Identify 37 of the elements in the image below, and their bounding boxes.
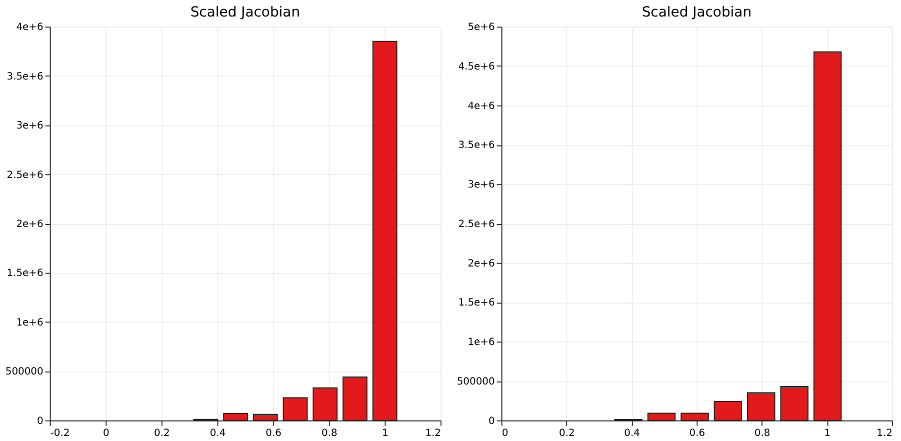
y-tick-label: 500000 bbox=[5, 366, 44, 378]
y-tick-label: 1.5e+6 bbox=[458, 298, 495, 309]
y-tick-label: 2e+6 bbox=[16, 218, 44, 230]
y-tick-label: 4.5e+6 bbox=[458, 62, 495, 73]
x-tick-label: 0 bbox=[502, 428, 508, 439]
y-tick-label: 500000 bbox=[456, 376, 495, 388]
y-tick-label: 3.5e+6 bbox=[458, 140, 495, 152]
y-tick-label: 3e+6 bbox=[468, 180, 495, 191]
y-tick-label: 1e+6 bbox=[468, 337, 495, 348]
y-tick-label: 0 bbox=[488, 416, 495, 427]
x-tick-label: 0.4 bbox=[210, 428, 226, 439]
chart-title: Scaled Jacobian bbox=[642, 4, 752, 21]
x-tick-label: 1.2 bbox=[425, 428, 442, 439]
x-tick-label: 0.8 bbox=[321, 428, 338, 439]
y-tick-label: 3.5e+6 bbox=[6, 71, 44, 82]
y-tick-label: 5e+6 bbox=[468, 22, 495, 34]
y-tick-label: 4e+6 bbox=[468, 100, 495, 112]
y-tick-label: 4e+6 bbox=[16, 22, 44, 34]
y-tick-label: 1e+6 bbox=[16, 317, 44, 328]
x-tick-label: 0.2 bbox=[154, 428, 170, 439]
x-tick-label: 0.4 bbox=[624, 428, 640, 439]
chart-title: Scaled Jacobian bbox=[190, 4, 300, 21]
x-tick-label: 1 bbox=[824, 428, 831, 439]
x-tick-label: 0 bbox=[102, 428, 110, 439]
y-tick-label: 0 bbox=[37, 416, 44, 427]
x-tick-label: 0.6 bbox=[266, 428, 282, 439]
x-tick-label: 0.6 bbox=[689, 428, 706, 439]
y-tick-label: 2.5e+6 bbox=[458, 218, 495, 230]
x-tick-label: -0.2 bbox=[50, 428, 70, 439]
y-tick-label: 1.5e+6 bbox=[6, 268, 44, 280]
x-tick-label: 1 bbox=[382, 428, 388, 439]
x-tick-label: 0.2 bbox=[559, 428, 575, 439]
y-tick-label: 3e+6 bbox=[16, 120, 44, 132]
x-tick-label: 0.8 bbox=[754, 428, 770, 439]
x-tick-label: 1.2 bbox=[876, 428, 893, 439]
y-tick-label: 2e+6 bbox=[468, 258, 495, 270]
y-tick-label: 2.5e+6 bbox=[6, 170, 44, 181]
